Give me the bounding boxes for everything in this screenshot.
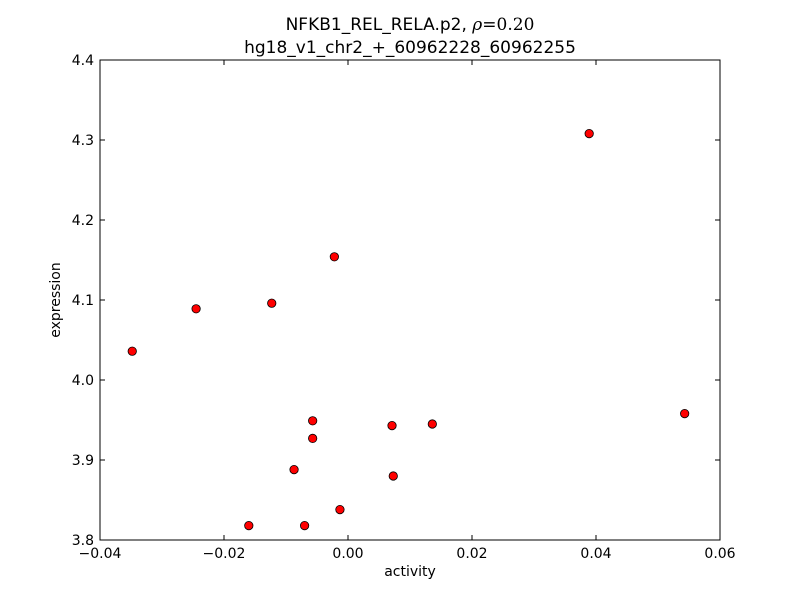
y-tick-label: 3.8 bbox=[72, 533, 94, 549]
x-tick-label: 0.04 bbox=[580, 546, 611, 562]
y-tick-label: 4.0 bbox=[72, 373, 94, 389]
y-tick-label: 4.3 bbox=[72, 133, 94, 149]
plot-frame bbox=[99, 59, 721, 541]
title-rho-symbol: ρ bbox=[471, 15, 482, 35]
data-point bbox=[388, 471, 398, 481]
y-axis-label: expression bbox=[48, 262, 64, 338]
data-point bbox=[680, 408, 690, 419]
data-points bbox=[127, 129, 690, 531]
x-tick-label: 0.00 bbox=[332, 546, 363, 562]
data-point bbox=[127, 346, 137, 356]
title-rho-value: =0.20 bbox=[482, 15, 534, 35]
data-point bbox=[308, 433, 318, 443]
title-prefix: NFKB1_REL_RELA.p2, bbox=[286, 15, 473, 35]
x-tick-label: 0.06 bbox=[704, 546, 735, 562]
data-point bbox=[191, 304, 201, 314]
data-point bbox=[299, 520, 310, 531]
x-axis-label: activity bbox=[384, 564, 436, 580]
y-tick-label: 3.9 bbox=[72, 453, 94, 469]
data-point bbox=[427, 419, 437, 429]
x-tick-label: −0.04 bbox=[79, 546, 122, 562]
y-tick-label: 4.2 bbox=[72, 213, 94, 229]
axis-ticks: −0.04 −0.02 0.00 0.02 0.04 0.06 3.8 3.9 4.0 4.1 4.… bbox=[72, 53, 736, 562]
data-point bbox=[335, 504, 345, 515]
data-point bbox=[387, 420, 397, 431]
chart-subtitle: hg18_v1_chr2_+_60962228_60962255 bbox=[244, 38, 576, 58]
data-point bbox=[244, 520, 254, 531]
data-point bbox=[289, 464, 299, 475]
data-point bbox=[329, 252, 339, 262]
data-point bbox=[267, 298, 277, 308]
data-point bbox=[308, 416, 318, 426]
chart-title: NFKB1_REL_RELA.p2, ρ=0.20 bbox=[286, 15, 535, 35]
x-tick-label: 0.02 bbox=[456, 546, 487, 562]
y-tick-label: 4.4 bbox=[72, 53, 94, 69]
y-tick-label: 4.1 bbox=[72, 293, 94, 309]
x-tick-label: −0.02 bbox=[203, 546, 246, 562]
data-point bbox=[584, 129, 594, 139]
